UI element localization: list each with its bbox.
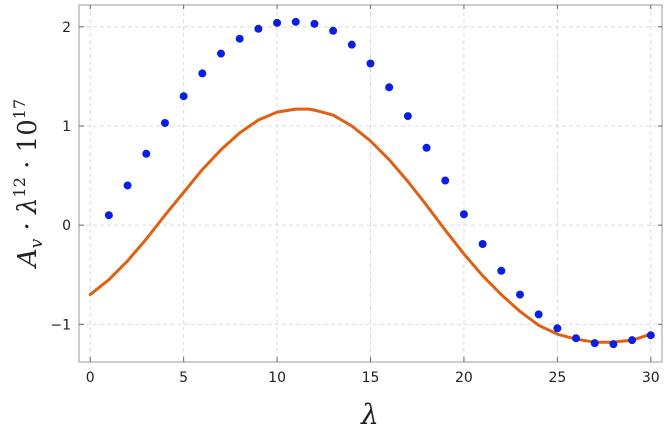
- data-point: [104, 211, 113, 220]
- data-point: [254, 24, 263, 33]
- data-point: [198, 69, 207, 78]
- data-point: [217, 49, 226, 58]
- data-point: [291, 17, 300, 26]
- data-point: [497, 266, 506, 275]
- data-point: [179, 92, 188, 101]
- x-tick-label: 30: [642, 370, 660, 386]
- x-tick-label: 25: [548, 370, 566, 386]
- y-axis-title: Av · λ12 · 1017: [10, 99, 47, 269]
- data-point: [478, 239, 487, 248]
- x-axis-title: λ: [360, 398, 379, 430]
- data-point: [385, 83, 394, 92]
- data-point: [329, 26, 338, 35]
- data-point: [572, 334, 581, 343]
- data-point: [646, 331, 655, 340]
- grid: [79, 5, 662, 362]
- data-point: [403, 112, 412, 121]
- y-tick-label: 0: [62, 218, 71, 234]
- data-point: [310, 19, 319, 28]
- data-point: [235, 34, 244, 43]
- data-point: [459, 210, 468, 219]
- data-point: [515, 290, 524, 299]
- axis-ticks: 0 5 10 15 20 25 30 −1 0 1 2: [50, 5, 662, 386]
- y-tick-label: −1: [50, 317, 71, 333]
- x-tick-label: 5: [179, 370, 188, 386]
- data-point: [422, 143, 431, 152]
- data-point: [123, 181, 132, 190]
- data-point: [534, 310, 543, 319]
- data-point: [142, 149, 151, 158]
- x-tick-label: 15: [362, 370, 380, 386]
- data-point: [628, 336, 637, 345]
- y-tick-label: 2: [62, 20, 71, 36]
- svg-text:Av · λ12 · 1017: Av · λ12 · 1017: [10, 99, 47, 269]
- data-point: [160, 119, 169, 128]
- data-point: [441, 176, 450, 185]
- data-point: [347, 40, 356, 49]
- line-series-layer: [88, 107, 653, 344]
- x-tick-label: 20: [455, 370, 473, 386]
- fit-curve: [88, 107, 653, 344]
- scatter-series-layer: [104, 17, 655, 349]
- y-tick-label: 1: [62, 119, 71, 135]
- data-point: [609, 340, 618, 349]
- data-point: [273, 18, 282, 27]
- data-point: [553, 324, 562, 333]
- data-point: [590, 339, 599, 348]
- x-tick-label: 0: [86, 370, 95, 386]
- x-tick-label: 10: [268, 370, 286, 386]
- data-point: [366, 59, 375, 68]
